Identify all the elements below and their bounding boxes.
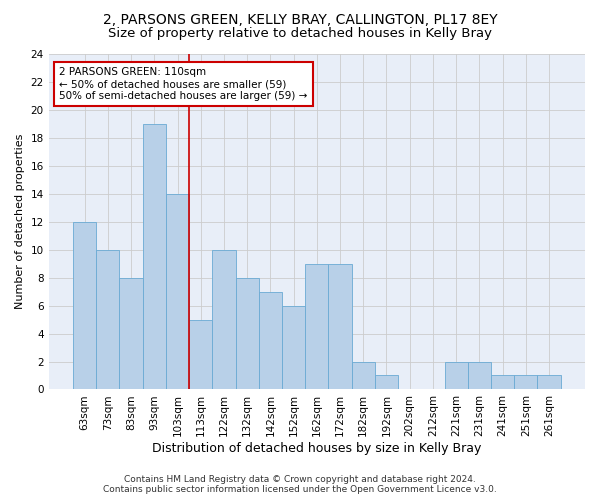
Bar — [514, 376, 538, 390]
Bar — [212, 250, 236, 390]
Text: Contains HM Land Registry data © Crown copyright and database right 2024.
Contai: Contains HM Land Registry data © Crown c… — [103, 474, 497, 494]
Bar — [352, 362, 375, 390]
Bar — [491, 376, 514, 390]
Bar — [445, 362, 468, 390]
Text: 2 PARSONS GREEN: 110sqm
← 50% of detached houses are smaller (59)
50% of semi-de: 2 PARSONS GREEN: 110sqm ← 50% of detache… — [59, 68, 308, 100]
Y-axis label: Number of detached properties: Number of detached properties — [15, 134, 25, 310]
Text: Size of property relative to detached houses in Kelly Bray: Size of property relative to detached ho… — [108, 28, 492, 40]
Bar — [259, 292, 282, 390]
Bar — [282, 306, 305, 390]
Bar — [119, 278, 143, 390]
Bar — [538, 376, 560, 390]
Bar — [189, 320, 212, 390]
Bar — [305, 264, 328, 390]
Bar — [73, 222, 96, 390]
Bar — [328, 264, 352, 390]
Bar — [375, 376, 398, 390]
Bar — [236, 278, 259, 390]
Bar — [96, 250, 119, 390]
X-axis label: Distribution of detached houses by size in Kelly Bray: Distribution of detached houses by size … — [152, 442, 482, 455]
Bar — [166, 194, 189, 390]
Bar — [468, 362, 491, 390]
Text: 2, PARSONS GREEN, KELLY BRAY, CALLINGTON, PL17 8EY: 2, PARSONS GREEN, KELLY BRAY, CALLINGTON… — [103, 12, 497, 26]
Bar — [143, 124, 166, 390]
